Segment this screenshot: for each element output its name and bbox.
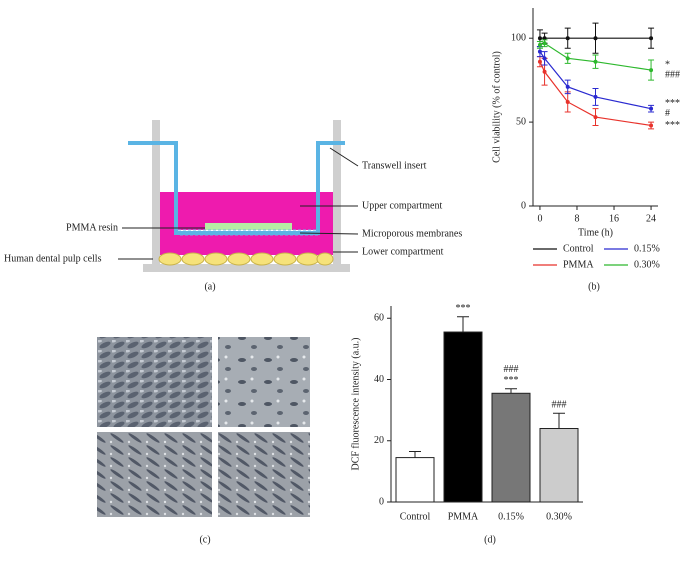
y-axis-label: Cell viability (% of control) [491, 51, 502, 163]
data-point [565, 56, 570, 61]
insert [128, 141, 345, 235]
well-base [143, 264, 350, 272]
y-tick-label: 50 [516, 116, 526, 127]
micrograph [218, 337, 310, 427]
x-tick-label: 24 [646, 213, 656, 224]
bar [491, 392, 531, 503]
error-bar [457, 316, 469, 333]
y-axis-label: DCF fluorescence intensity (a.u.) [350, 337, 361, 470]
data-point [537, 36, 542, 41]
diagram-label: Lower compartment [362, 246, 444, 257]
data-point [542, 41, 547, 46]
legend-label: PMMA [563, 259, 594, 270]
data-point [649, 68, 654, 73]
significance: *** [456, 303, 471, 314]
y-tick-label: 60 [374, 313, 384, 324]
diagram-label: Transwell insert [362, 160, 427, 171]
y-tick-label: 40 [374, 374, 384, 385]
data-point [542, 69, 547, 74]
panel-label: (b) [588, 281, 600, 292]
x-tick-label: 0.15% [498, 511, 524, 522]
bar [539, 428, 579, 503]
data-point [649, 123, 654, 128]
micrographs [97, 337, 310, 517]
micrograph [218, 432, 310, 517]
data-point [565, 99, 570, 104]
data-point [565, 84, 570, 89]
transwell-diagram: Transwell insert Upper compartment Micro… [4, 120, 462, 272]
y-tick-label: 0 [521, 200, 526, 211]
significance: ### [552, 399, 567, 410]
data-point [537, 59, 542, 64]
x-tick-label: 16 [609, 213, 619, 224]
x-tick-label: PMMA [448, 511, 479, 522]
diagram-label: PMMA resin [66, 222, 118, 233]
significance: *** [504, 375, 519, 386]
well-wall [152, 120, 160, 265]
well-wall [333, 120, 341, 265]
data-point [593, 115, 598, 120]
error-bar [553, 412, 565, 429]
panel-label: (a) [204, 281, 215, 292]
data-point [593, 94, 598, 99]
panel-label: (c) [199, 534, 210, 545]
significance: *** [665, 120, 680, 131]
x-tick-label: 0.30% [546, 511, 572, 522]
significance: *** [665, 98, 680, 109]
data-point [565, 36, 570, 41]
leader-lines [118, 147, 359, 260]
pmma-resin [205, 223, 292, 230]
data-point [537, 49, 542, 54]
data-point [542, 56, 547, 61]
panel-label: (d) [484, 534, 496, 545]
y-tick-label: 20 [374, 435, 384, 446]
significance: * [665, 59, 670, 70]
legend-label: 0.30% [634, 259, 660, 270]
error-bar [505, 388, 517, 394]
data-point [593, 36, 598, 41]
y-tick-label: 0 [379, 496, 384, 507]
significance: ### [504, 364, 519, 375]
data-point [542, 36, 547, 41]
significance: # [665, 108, 670, 119]
micrograph [97, 337, 212, 427]
significance: ### [665, 69, 680, 80]
data-point [593, 59, 598, 64]
data-point [537, 42, 542, 47]
diagram-label: Upper compartment [362, 200, 442, 211]
data-point [649, 106, 654, 111]
data-point [649, 36, 654, 41]
micrograph [97, 432, 212, 517]
bar [443, 331, 483, 503]
x-tick-label: 0 [537, 213, 542, 224]
x-tick-label: Control [400, 511, 431, 522]
cell-layer [158, 252, 334, 266]
x-axis-label: Time (h) [578, 227, 613, 238]
diagram-label: Human dental pulp cells [4, 253, 102, 264]
y-tick-label: 100 [511, 33, 526, 44]
error-bar [409, 450, 421, 458]
bar [395, 457, 435, 503]
legend-label: Control [563, 243, 594, 254]
diagram-label: Microporous membranes [362, 228, 462, 239]
legend-label: 0.15% [634, 243, 660, 254]
x-tick-label: 8 [574, 213, 579, 224]
